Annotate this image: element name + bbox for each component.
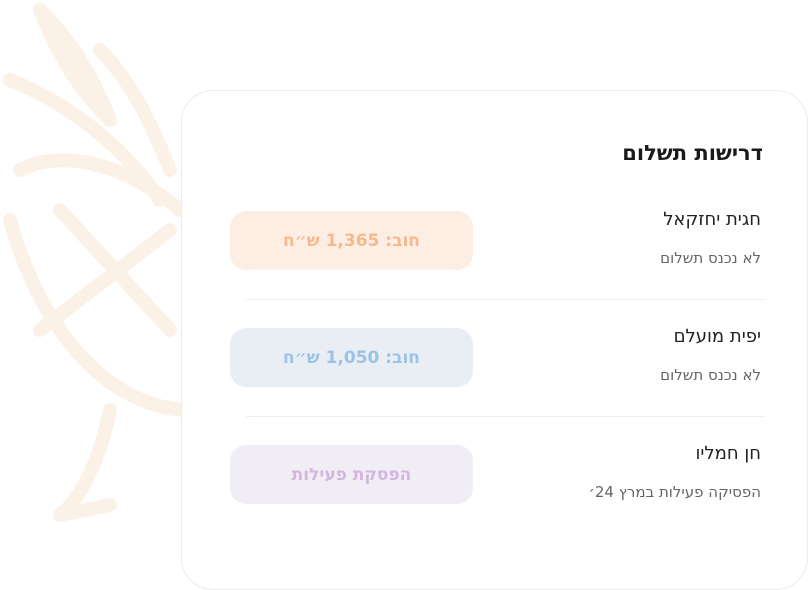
- payment-status: הפסיקה פעילות במרץ 24׳: [588, 483, 761, 501]
- payment-status: לא נכנס תשלום: [660, 366, 761, 384]
- inactive-badge[interactable]: הפסקת פעילות: [230, 445, 473, 504]
- divider: [246, 299, 765, 300]
- debt-badge[interactable]: חוב: 1,365 ש״ח: [230, 211, 473, 270]
- member-name: חן חמליו: [695, 443, 761, 464]
- card-title: דרישות תשלום: [622, 141, 763, 165]
- member-name: יפית מועלם: [673, 326, 761, 347]
- payment-status: לא נכנס תשלום: [660, 249, 761, 267]
- member-name: חגית יחזקאל: [663, 209, 761, 230]
- list-item: יפית מועלם לא נכנס תשלום חוב: 1,050 ש״ח: [182, 326, 807, 388]
- divider: [246, 416, 765, 417]
- list-item: חגית יחזקאל לא נכנס תשלום חוב: 1,365 ש״ח: [182, 209, 807, 271]
- list-item: חן חמליו הפסיקה פעילות במרץ 24׳ הפסקת פע…: [182, 443, 807, 505]
- debt-badge[interactable]: חוב: 1,050 ש״ח: [230, 328, 473, 387]
- decorative-plant-illustration: [3, 3, 197, 522]
- payment-requests-card: דרישות תשלום חגית יחזקאל לא נכנס תשלום ח…: [181, 90, 808, 590]
